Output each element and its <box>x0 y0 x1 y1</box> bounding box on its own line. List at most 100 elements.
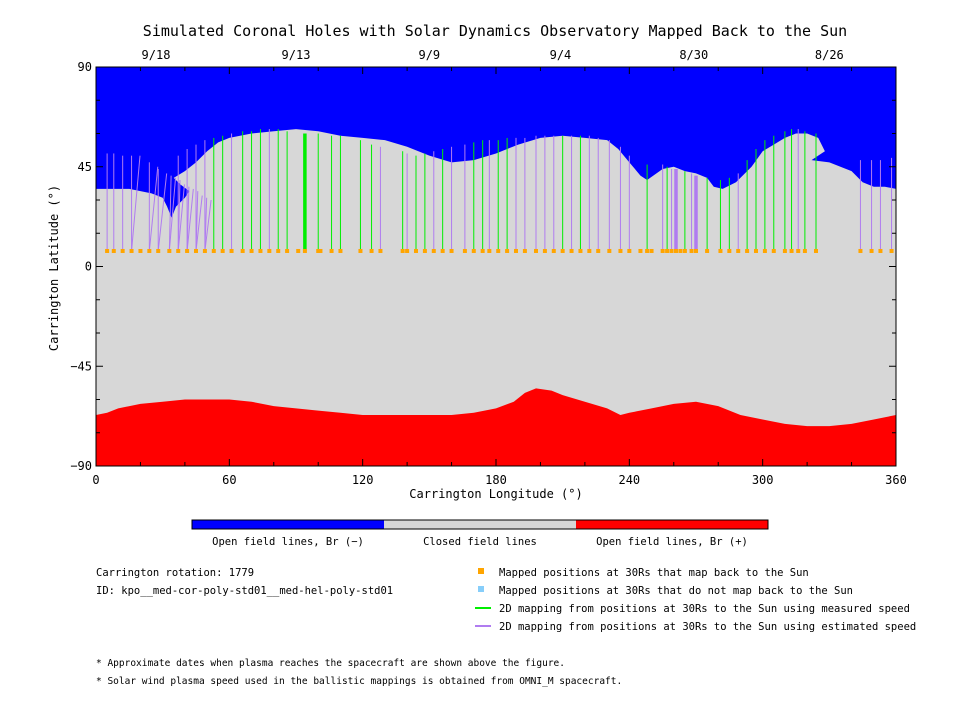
mapping-line-estimated <box>168 177 177 252</box>
mapped-point <box>534 248 538 253</box>
mapped-point <box>771 248 776 253</box>
mapped-point <box>814 248 818 253</box>
mapped-point <box>229 248 234 253</box>
mapped-point <box>796 248 801 253</box>
y-axis-label: Carrington Latitude (°) <box>47 185 61 351</box>
open-negative-region <box>96 67 896 218</box>
mapped-point <box>267 248 272 253</box>
x-tick-label: 360 <box>885 473 907 487</box>
mapped-point <box>889 248 894 253</box>
mapped-point <box>120 248 125 253</box>
mapped-point <box>674 248 678 253</box>
chart-title: Simulated Coronal Holes with Solar Dynam… <box>143 22 847 40</box>
mapped-point <box>318 248 323 253</box>
mapped-point <box>638 248 643 253</box>
legend: Mapped positions at 30Rs that map back t… <box>475 567 916 633</box>
mapped-point <box>316 248 321 253</box>
mapping-line-estimated <box>131 155 141 252</box>
mapped-point <box>202 248 207 253</box>
mapping-line-estimated <box>177 184 185 252</box>
x-axis-ticks: 0 60 120 180 240 300 360 <box>92 67 907 487</box>
mapped-point <box>147 248 152 253</box>
mapped-point <box>560 248 565 253</box>
mapped-point <box>649 248 654 253</box>
mapped-point <box>176 248 181 253</box>
mapped-point <box>682 248 687 253</box>
x-tick-label: 60 <box>222 473 236 487</box>
mapped-point <box>378 248 383 253</box>
x-tick-label: 240 <box>618 473 640 487</box>
mapped-point <box>762 248 767 253</box>
mapped-point <box>338 248 343 253</box>
mapped-point <box>789 248 794 253</box>
model-id-label: ID: kpo__med-cor-poly-std01__med-hel-pol… <box>96 585 393 597</box>
date-ticks: 9/18 9/13 9/9 9/4 8/30 8/26 <box>142 48 844 62</box>
date-tick-label: 9/4 <box>550 48 572 62</box>
mapped-point <box>665 248 670 253</box>
mapped-point <box>462 248 467 253</box>
mapped-point <box>414 248 418 253</box>
mapped-point <box>678 248 683 253</box>
mapped-point <box>587 248 592 253</box>
y-tick-label: 0 <box>85 260 92 274</box>
footnote-speed: * Solar wind plasma speed used in the ba… <box>96 676 622 687</box>
mapped-point <box>220 248 225 253</box>
mapping-line-estimated <box>195 195 203 252</box>
y-tick-label: 90 <box>78 60 92 74</box>
x-tick-label: 180 <box>485 473 507 487</box>
footnote-dates: * Approximate dates when plasma reaches … <box>96 658 565 669</box>
mapped-point <box>185 248 190 253</box>
mapped-point <box>596 248 601 253</box>
plot-area <box>95 66 897 467</box>
mapped-point <box>296 248 301 253</box>
mapped-point <box>258 248 263 253</box>
mapped-point <box>505 248 510 253</box>
mapped-point <box>285 248 290 253</box>
mapped-point <box>645 248 650 253</box>
mapped-point <box>569 248 574 253</box>
mapped-point <box>496 248 501 253</box>
mapped-point <box>514 248 518 253</box>
mapped-point <box>878 248 883 253</box>
mapping-line-estimated <box>204 199 212 252</box>
mapped-point <box>705 248 710 253</box>
colorbar-segment <box>192 520 384 529</box>
colorbar-label-open-positive: Open field lines, Br (+) <box>596 536 748 548</box>
mapped-point <box>754 248 758 253</box>
mapped-point <box>431 248 436 253</box>
y-tick-label: −90 <box>70 459 92 473</box>
colorbar-segment <box>384 520 576 529</box>
legend-estimated-label: 2D mapping from positions at 30Rs to the… <box>499 621 916 633</box>
mapped-point <box>736 248 741 253</box>
x-axis-label: Carrington Longitude (°) <box>409 487 582 501</box>
mapped-point <box>718 248 723 253</box>
mapped-point <box>405 248 410 253</box>
mapped-point <box>105 248 110 253</box>
legend-mapped-marker <box>478 568 484 574</box>
y-axis-ticks: 90 45 0 −45 −90 <box>70 60 896 473</box>
y-tick-label: 45 <box>78 160 92 174</box>
mapped-point <box>329 248 334 253</box>
mapped-point <box>727 248 732 253</box>
mapped-point <box>802 248 807 253</box>
mapped-point <box>669 248 674 253</box>
x-tick-label: 120 <box>352 473 374 487</box>
mapped-point <box>782 248 787 253</box>
mapped-point <box>369 248 374 253</box>
date-tick-label: 9/9 <box>418 48 440 62</box>
mapped-point <box>487 248 492 253</box>
mapped-point <box>858 248 863 253</box>
date-tick-label: 8/26 <box>815 48 844 62</box>
y-tick-label: −45 <box>70 359 92 373</box>
colorbar-segment <box>576 520 768 529</box>
open-positive-region <box>96 388 896 466</box>
mapped-point <box>440 248 445 253</box>
mapped-point <box>138 248 143 253</box>
carrington-rotation-label: Carrington rotation: 1779 <box>96 567 254 579</box>
mapped-point <box>607 248 612 253</box>
mapped-point <box>156 248 161 253</box>
legend-unmapped-label: Mapped positions at 30Rs that do not map… <box>499 585 853 597</box>
mapped-point <box>551 248 556 253</box>
mapped-point <box>745 248 750 253</box>
